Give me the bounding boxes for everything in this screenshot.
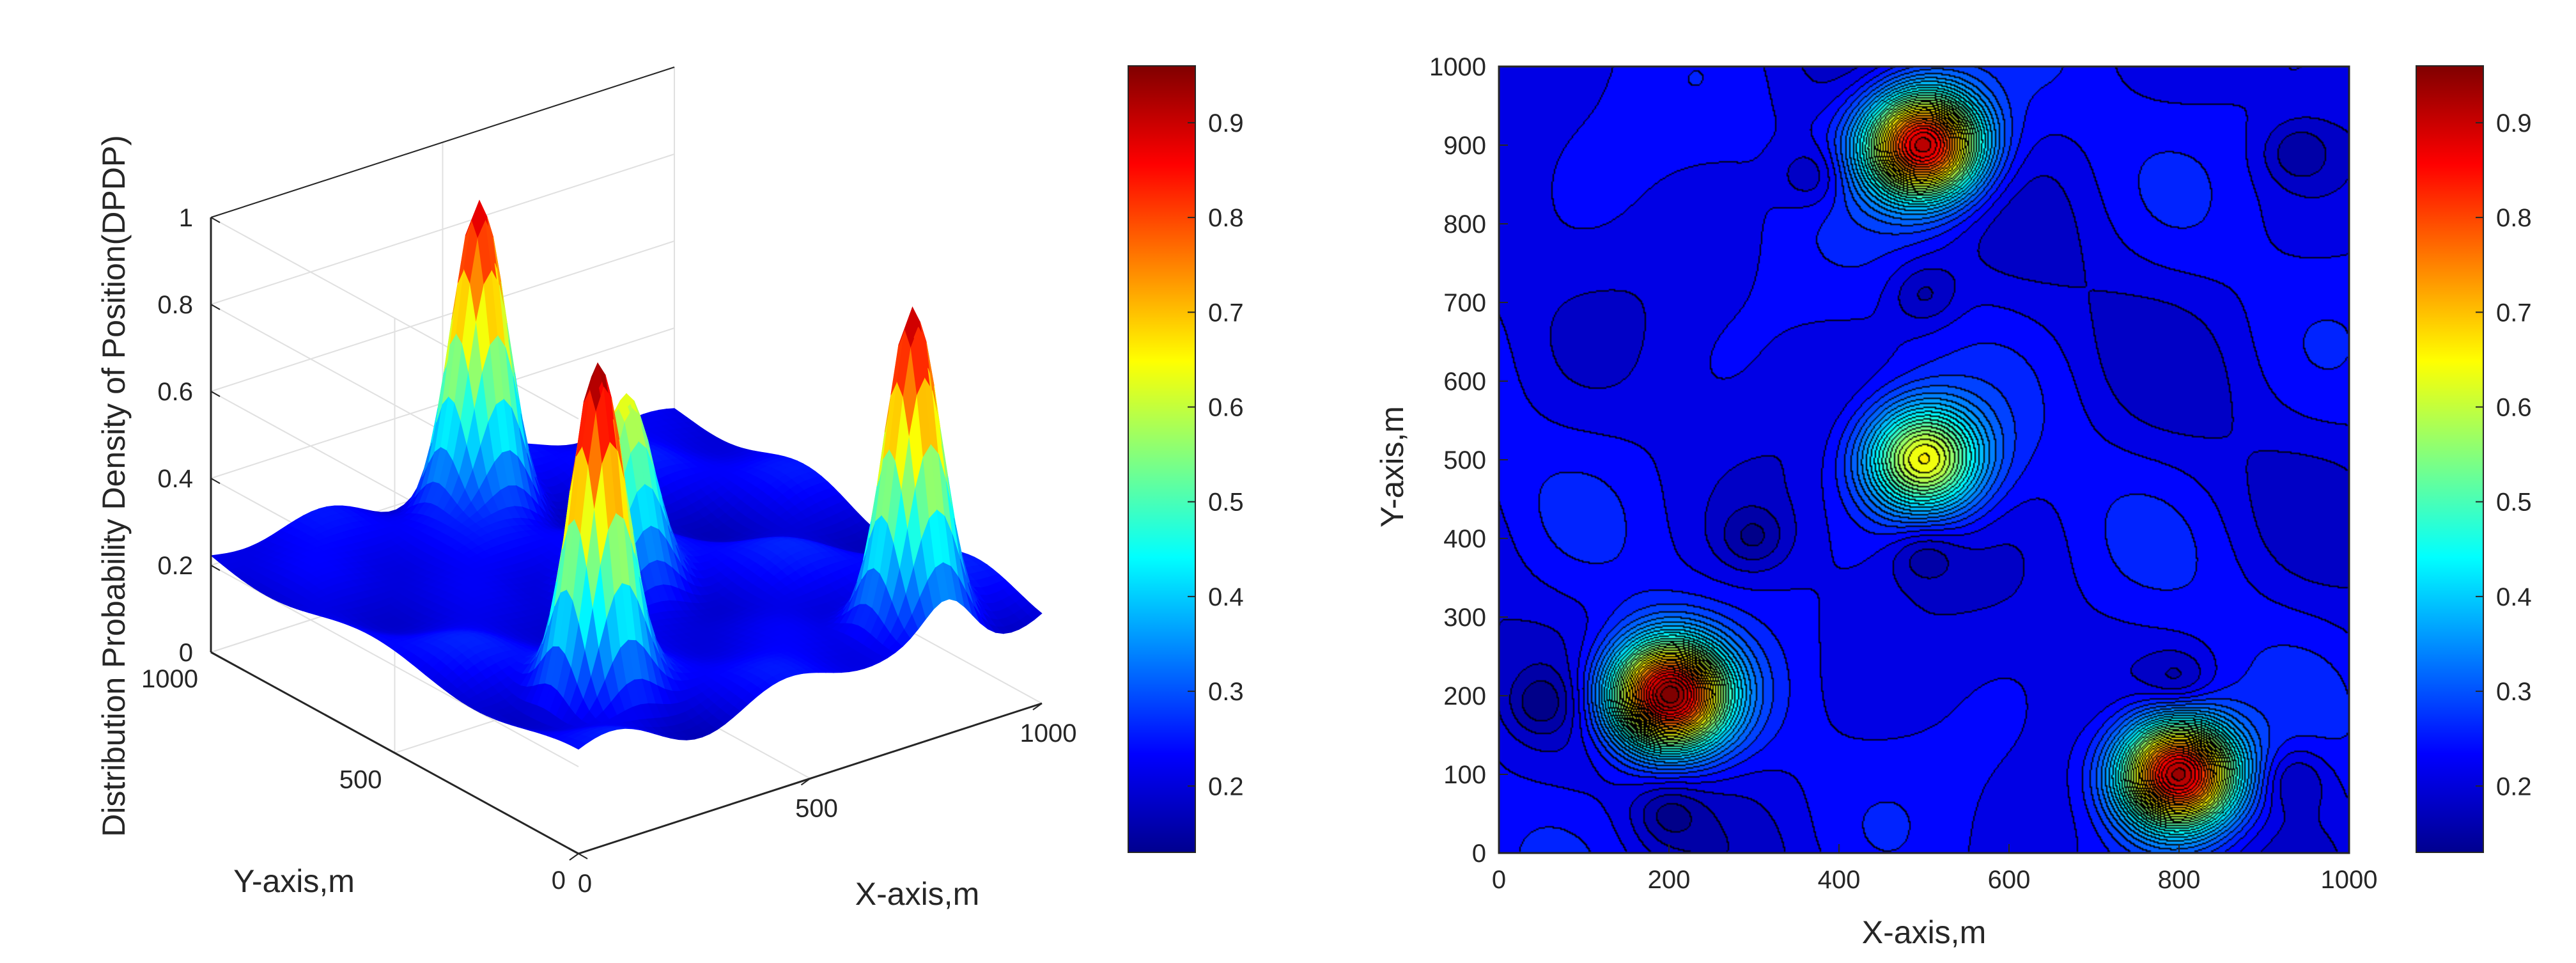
y-tick-label: 1000 [141, 665, 198, 693]
z-tick-label: 1 [179, 204, 193, 232]
colorbar-tick-label: 0.6 [1208, 393, 1244, 421]
y-tick-label: 600 [1443, 368, 1486, 396]
y-tick-label: 100 [1443, 761, 1486, 789]
x-tick-label: 0 [1492, 866, 1506, 894]
x-tick-label: 800 [2158, 866, 2201, 894]
z-tick-label: 0.8 [157, 291, 193, 319]
surface-mesh [211, 200, 1042, 749]
x-tick [570, 854, 578, 860]
y-tick-label: 400 [1443, 525, 1486, 553]
colorbar-tick-label: 0.7 [2496, 299, 2532, 327]
x-tick-label: 400 [1818, 866, 1861, 894]
y-tick-label: 1000 [1429, 53, 1486, 81]
x-tick-label: 1000 [2321, 866, 2378, 894]
y-tick-label: 500 [1443, 446, 1486, 474]
z-tick [211, 565, 220, 570]
z-tick-label: 0.2 [157, 552, 193, 580]
colorbar-tick-label: 0.4 [2496, 583, 2532, 611]
z-tick [211, 478, 220, 483]
z-tick [211, 652, 220, 657]
x-tick-label: 200 [1648, 866, 1691, 894]
y-tick-label: 700 [1443, 289, 1486, 317]
colorbar-left-gradient [1128, 66, 1195, 852]
surface-xlabel: X-axis,m [855, 876, 979, 912]
contour-area [1499, 67, 2349, 853]
colorbar-tick-label: 0.2 [1208, 772, 1244, 801]
colorbar-tick-label: 0.6 [2496, 393, 2532, 421]
colorbar-tick-label: 0.5 [2496, 489, 2532, 517]
y-tick-label: 0 [1472, 840, 1486, 868]
colorbar-tick-label: 0.5 [1208, 489, 1244, 517]
colorbar-tick-label: 0.9 [1208, 109, 1244, 137]
colorbar-tick-label: 0.8 [1208, 204, 1244, 232]
colorbar-right-gradient [2416, 66, 2483, 852]
z-tick [211, 391, 220, 396]
contour-xlabel: X-axis,m [1862, 914, 1986, 950]
colorbar-tick-label: 0.3 [2496, 678, 2532, 706]
surface-zlabel: Distribution Probability Density of Posi… [96, 135, 132, 837]
colorbar-right: 0.2 0.3 0.4 0.5 0.6 0.7 0.8 0.9 [2416, 66, 2532, 852]
contour-fill [1499, 67, 2349, 853]
colorbar-tick-label: 0.3 [1208, 678, 1244, 706]
colorbar-tick-label: 0.2 [2496, 772, 2532, 801]
y-tick-label: 0 [552, 866, 566, 895]
z-tick [211, 217, 220, 223]
x-tick-label: 500 [795, 795, 838, 823]
x-tick-label: 1000 [1020, 719, 1077, 748]
z-tick-label: 0.6 [157, 378, 193, 406]
colorbar-tick-label: 0.8 [2496, 204, 2532, 232]
y-tick-label: 200 [1443, 682, 1486, 710]
colorbar-tick-label: 0.9 [2496, 109, 2532, 137]
y-tick-label: 300 [1443, 604, 1486, 632]
y-tick [395, 753, 404, 758]
x-tick-label: 600 [1988, 866, 2031, 894]
z-tick [211, 304, 220, 309]
z-tick-label: 0 [179, 639, 193, 667]
x-tick-label: 0 [578, 870, 592, 898]
y-tick-label: 800 [1443, 210, 1486, 239]
contour-ylabel: Y-axis,m [1374, 406, 1410, 528]
colorbar-tick-label: 0.4 [1208, 583, 1244, 611]
colorbar-tick-label: 0.7 [1208, 299, 1244, 327]
y-tick [578, 854, 587, 859]
y-tick-label: 500 [339, 766, 382, 794]
colorbar-left-ticks: 0.2 0.3 0.4 0.5 0.6 0.7 0.8 0.9 [1188, 109, 1244, 801]
z-tick-label: 0.4 [157, 465, 193, 493]
surface-ylabel: Y-axis,m [233, 863, 355, 899]
colorbar-right-ticks: 0.2 0.3 0.4 0.5 0.6 0.7 0.8 0.9 [2476, 109, 2532, 801]
colorbar-left: 0.2 0.3 0.4 0.5 0.6 0.7 0.8 0.9 [1128, 66, 1244, 852]
y-tick-label: 900 [1443, 132, 1486, 160]
contour-plot: 0 200 400 600 800 1000 0 100 200 300 400 500 600 700 8… [1374, 53, 2377, 950]
